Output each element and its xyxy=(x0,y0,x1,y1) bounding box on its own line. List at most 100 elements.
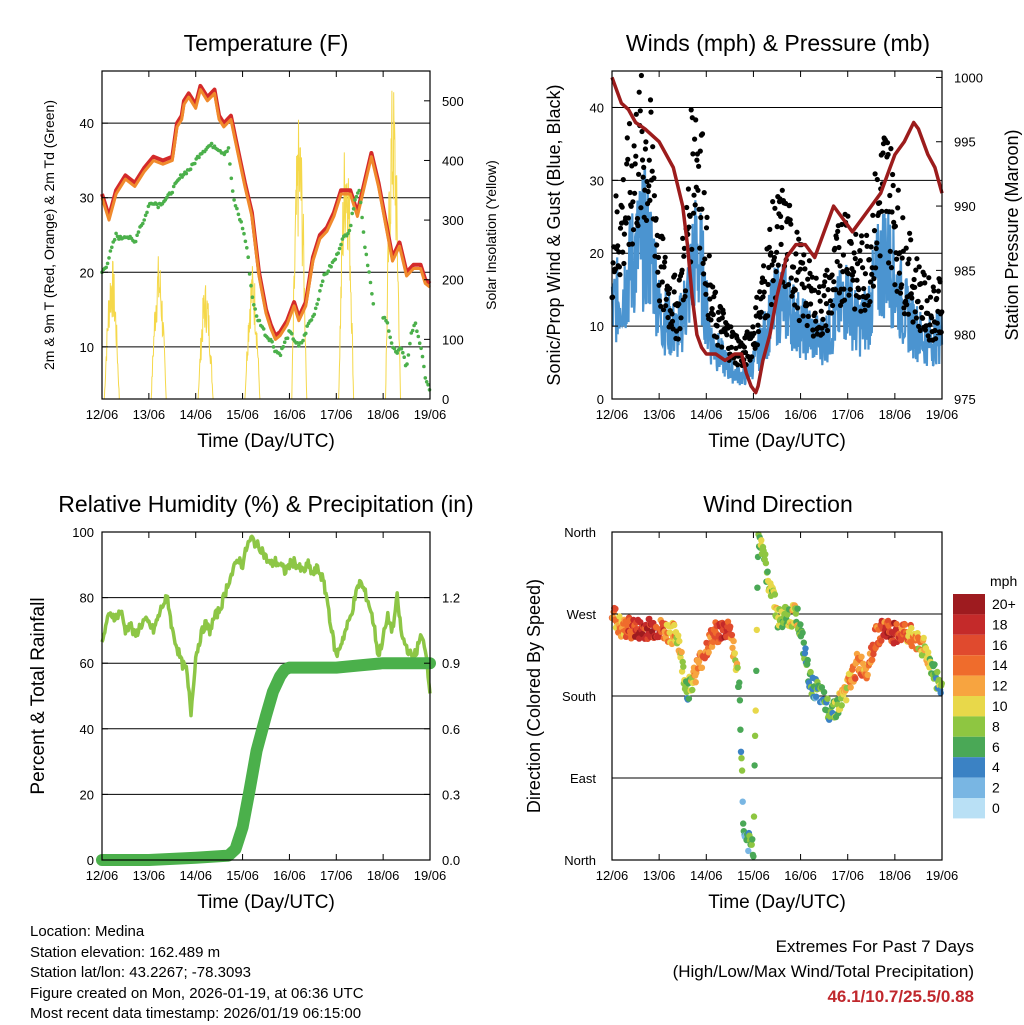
legend-label: 4 xyxy=(992,759,1000,775)
wind-gust-point xyxy=(676,301,682,307)
wind-gust-point xyxy=(655,254,662,260)
wind-gust-point xyxy=(770,278,776,284)
wind-gust-point xyxy=(750,324,756,330)
wind-gust-point xyxy=(927,294,934,300)
dewpoint-point xyxy=(240,226,245,231)
dewpoint-point xyxy=(249,283,253,288)
wind-gust-point xyxy=(647,197,653,203)
wind-direction-point xyxy=(749,836,756,843)
dewpoint-point xyxy=(142,218,146,222)
wind-gust-point xyxy=(804,303,810,309)
dewpoint-point xyxy=(145,210,149,215)
wind-gust-point xyxy=(821,293,827,299)
wind-gust-point xyxy=(660,307,667,313)
dewpoint-point xyxy=(349,223,353,228)
wind-gust-point xyxy=(890,182,896,189)
solar-insolation-trace xyxy=(197,285,214,400)
y-tick-label: 30 xyxy=(590,173,604,188)
wind-gust-point xyxy=(911,276,917,283)
wind-gust-point xyxy=(840,252,847,258)
wind-gust-point xyxy=(643,139,649,145)
wind-gust-point xyxy=(872,171,878,177)
x-tick-label: 19/06 xyxy=(926,868,959,883)
wind-gust-point xyxy=(806,258,813,264)
wind-direction-point xyxy=(792,610,800,617)
dewpoint-point xyxy=(382,315,387,320)
wind-gust-point xyxy=(830,302,836,309)
wind-direction-point xyxy=(937,689,944,697)
wind-gust-point xyxy=(819,325,825,331)
wind-gust-point xyxy=(825,287,831,293)
x-tick-label: 16/06 xyxy=(784,868,817,883)
wind-direction-point xyxy=(750,853,757,860)
wind-gust-point xyxy=(696,163,702,169)
wind-gust-point xyxy=(796,236,802,242)
wind-gust-point xyxy=(768,250,774,256)
wind-gust-point xyxy=(805,276,811,282)
wind-gust-point xyxy=(811,287,818,293)
wind-gust-point xyxy=(926,275,932,281)
wind-gust-point xyxy=(706,253,712,259)
dewpoint-point xyxy=(408,341,412,346)
wind-direction-point xyxy=(799,629,806,636)
wind-gust-point xyxy=(908,291,914,297)
wind-gust-point xyxy=(857,258,863,264)
wind-direction-point xyxy=(878,637,885,644)
wind-gust-point xyxy=(864,232,870,238)
dewpoint-point xyxy=(313,306,318,311)
wind-direction-point xyxy=(892,625,900,633)
wind-gust-point xyxy=(874,240,880,246)
wind-gust-point xyxy=(724,332,730,338)
wind-gust-point xyxy=(680,235,686,241)
wind-gust-point xyxy=(896,270,903,276)
dewpoint-point xyxy=(243,239,248,244)
wind-gust-point xyxy=(885,151,891,158)
wind-direction-point xyxy=(692,679,699,686)
relative-humidity-line xyxy=(100,534,432,718)
dewpoint-point xyxy=(115,234,120,239)
dewpoint-point xyxy=(410,328,415,333)
dewpoint-point xyxy=(351,207,356,211)
wind-gust-point xyxy=(615,243,621,249)
x-axis-label: Time (Day/UTC) xyxy=(197,431,335,452)
dewpoint-point xyxy=(340,237,345,241)
wind-direction-point xyxy=(748,841,755,848)
wind-gust-point xyxy=(917,327,923,334)
wind-gust-point xyxy=(809,274,815,280)
temp-9m-line xyxy=(100,88,431,341)
wind-gust-point xyxy=(888,265,895,271)
wind-direction-point xyxy=(678,648,685,656)
wind-gust-point xyxy=(659,279,665,285)
wind-gust-point xyxy=(904,302,910,308)
wind-gust-point xyxy=(899,255,905,261)
wind-direction-point xyxy=(751,762,758,769)
wind-gust-point xyxy=(862,307,868,313)
wind-gust-point xyxy=(678,315,684,321)
legend-swatch xyxy=(953,634,985,656)
wind-gust-point xyxy=(773,269,779,275)
wind-gust-point xyxy=(841,286,847,292)
humidity-precip-panel: Relative Humidity (%) & Precipitation (i… xyxy=(28,491,474,913)
winds-pressure-panel: Winds (mph) & Pressure (mb) 12/06 13/06 14/… xyxy=(544,30,1022,452)
dewpoint-point xyxy=(347,228,352,233)
wind-gust-point xyxy=(801,252,807,258)
wind-gust-point xyxy=(661,264,667,270)
dewpoint-point xyxy=(261,327,266,331)
wind-gust-point xyxy=(862,271,869,277)
wind-gust-point xyxy=(761,263,767,269)
y-tick-label: 40 xyxy=(590,100,604,115)
wind-gust-point xyxy=(640,174,646,180)
wind-gust-point xyxy=(810,333,817,339)
wind-gust-point xyxy=(671,289,677,295)
dewpoint-point xyxy=(336,251,341,255)
dewpoint-point xyxy=(399,347,404,351)
wind-gust-point xyxy=(735,362,741,368)
dewpoint-point xyxy=(235,206,239,211)
wind-direction-point xyxy=(802,645,809,652)
x-axis-label: Time (Day/UTC) xyxy=(197,892,335,913)
wind-gust-point xyxy=(822,272,828,278)
wind-gust-point xyxy=(796,317,802,324)
dewpoint-point xyxy=(337,246,342,251)
wind-gust-point xyxy=(625,156,631,162)
wind-gust-point xyxy=(690,151,696,157)
